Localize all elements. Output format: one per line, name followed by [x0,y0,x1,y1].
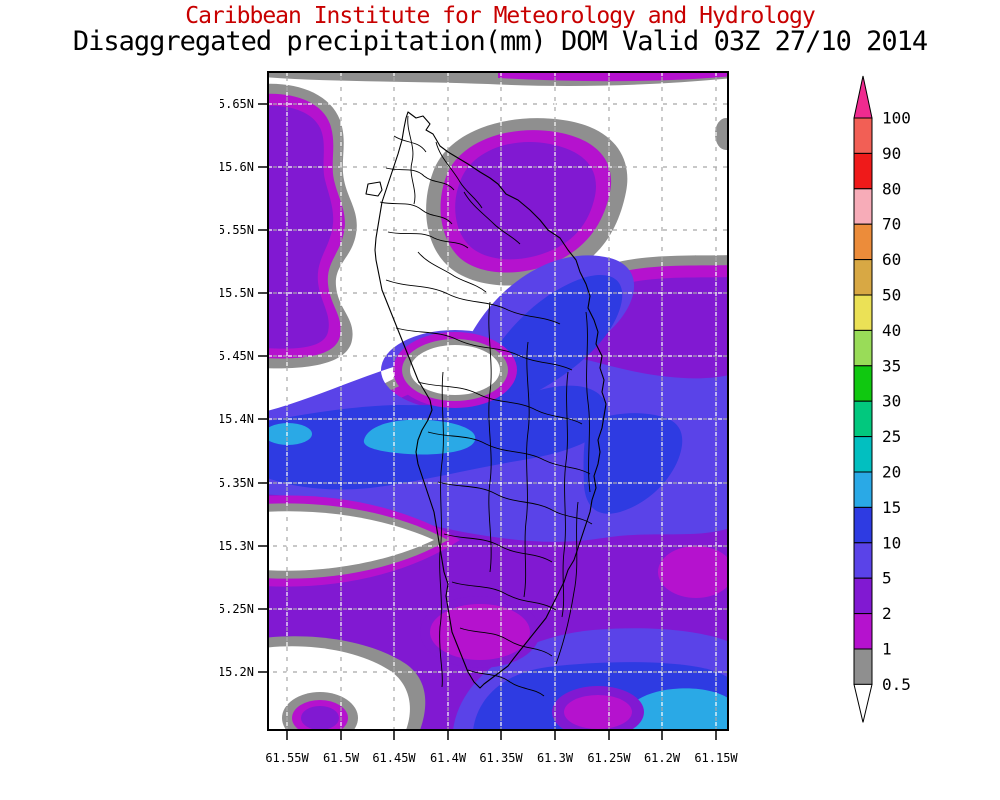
colorbar-value-label: 90 [882,144,901,163]
lat-tick-label: 15.25N [220,602,254,616]
precip-colorbar: 100 90 80 70 60 50 40 35 30 25 20 15 10 5 2 1 0.5 [853,75,911,723]
coastline [374,111,607,689]
colorbar-segment [853,436,873,473]
colorbar-value-label: 80 [882,179,901,198]
colorbar-segment [853,542,873,579]
contour-region [564,695,632,729]
colorbar-value-label: 100 [882,109,911,128]
lat-tick-label: 15.65N [220,97,254,111]
lat-tick-label: 15.2N [220,665,254,679]
colorbar-value-label: 1 [882,640,892,659]
lat-axis-labels: 15.65N 15.6N 15.55N 15.5N 15.45N 15.4N 15.35N 1… [220,97,254,679]
lon-axis-labels: 61.55W 61.5W 61.45W 61.4W 61.35W 61.3W 61.25W 6… [265,751,738,765]
colorbar-value-label: 10 [882,533,901,552]
lon-tick-label: 61.4W [430,751,467,765]
product-title: Disaggregated precipitation(mm) DOM Vali… [72,26,928,57]
lat-tick-label: 15.45N [220,349,254,363]
colorbar-value-label: 20 [882,463,901,482]
lon-tick-label: 61.45W [372,751,416,765]
contour-holes [268,332,517,730]
contour-region [583,413,683,514]
lon-tick-label: 61.25W [587,751,631,765]
axis-ticks [258,103,717,740]
colorbar-value-label: 50 [882,286,901,305]
colorbar-segment [853,152,873,190]
contour-region [410,345,500,395]
colorbar-segment [853,613,873,650]
contour-region [301,706,339,730]
institute-title: Caribbean Institute for Meteorology and … [185,3,816,29]
river-lines [379,115,593,697]
precip-map: 15.65N 15.6N 15.55N 15.5N 15.45N 15.4N 15.35N 1… [220,71,738,765]
lat-tick-label: 15.3N [220,539,254,553]
contour-region [268,423,312,445]
colorbar-segment [853,471,873,508]
colorbar-value-label: 2 [882,604,892,623]
precip-field [268,72,728,730]
lon-tick-label: 61.3W [537,751,574,765]
colorbar-segment [853,365,873,402]
colorbar-value-label: 15 [882,498,901,517]
dominica-outline [365,111,607,697]
lon-tick-label: 61.15W [694,751,738,765]
lon-tick-label: 61.2W [644,751,681,765]
colorbar-bottom-arrow [853,683,873,723]
contour-region [658,546,728,598]
colorbar-value-label: 35 [882,356,901,375]
colorbar-segment [853,117,873,154]
lat-tick-label: 15.35N [220,476,254,490]
colorbar-segment [853,329,873,367]
contour-region [618,688,728,730]
lon-tick-label: 61.5W [323,751,360,765]
colorbar-segment [853,188,873,225]
colorbar-value-label: 70 [882,215,901,234]
lon-tick-label: 61.35W [479,751,523,765]
colorbar-segment [853,400,873,438]
lon-tick-label: 61.55W [265,751,309,765]
colorbar-top-arrow [853,75,873,119]
colorbar-value-label: 30 [882,392,901,411]
colorbar-value-label: 0.5 [882,675,911,694]
colorbar-segment [853,259,873,296]
colorbar-value-label: 5 [882,569,892,588]
colorbar-value-label: 40 [882,321,901,340]
colorbar-value-label: 25 [882,427,901,446]
lat-tick-label: 15.5N [220,286,254,300]
colorbar-segment [853,294,873,331]
lat-tick-label: 15.55N [220,223,254,237]
coastline-peninsula [365,181,383,197]
colorbar-segment [853,506,873,544]
graticule [268,72,728,730]
colorbar-segment [853,648,873,685]
lat-tick-label: 15.4N [220,412,254,426]
contour-region [268,511,434,571]
colorbar-segment [853,223,873,261]
lat-tick-label: 15.6N [220,160,254,174]
contour-region [268,105,334,349]
contour-region [715,118,728,150]
colorbar-segment [853,577,873,615]
plot-border [267,71,729,731]
colorbar-value-label: 60 [882,250,901,269]
